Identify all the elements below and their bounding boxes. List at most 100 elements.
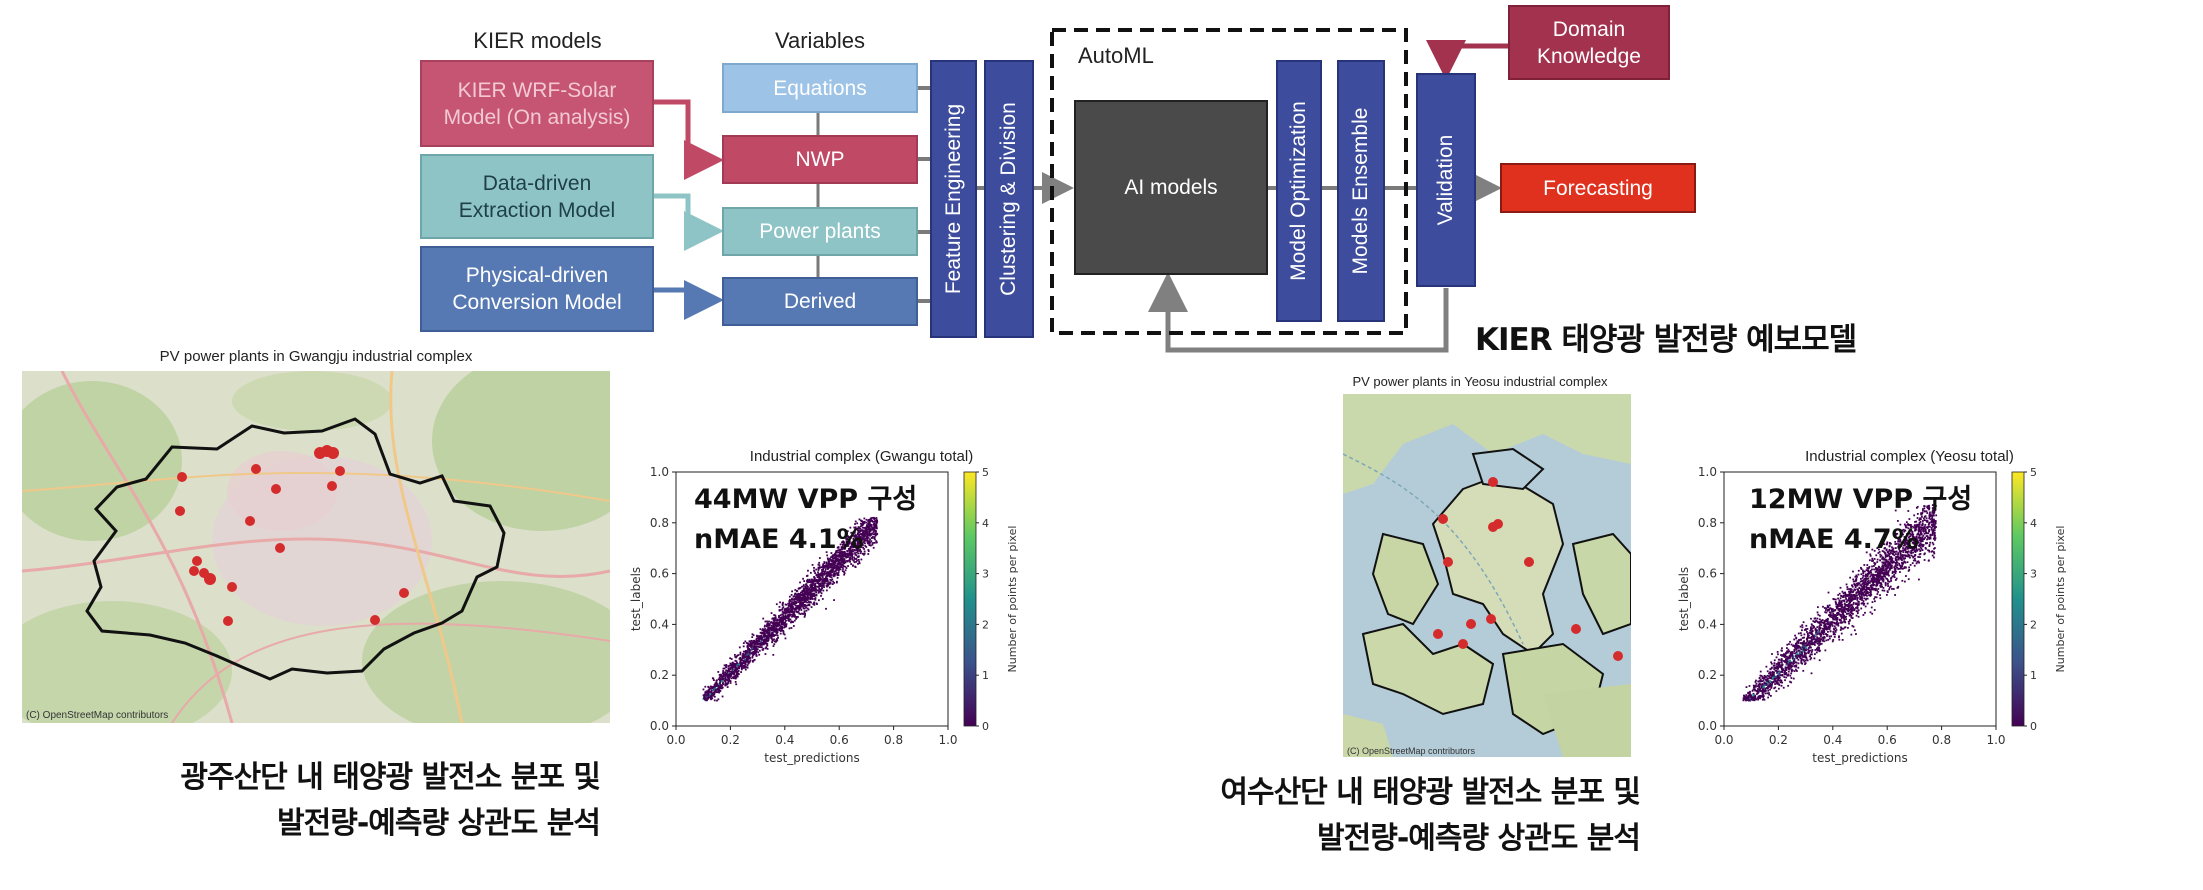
- gwangju-point: [800, 603, 803, 606]
- gwangju-point: [799, 603, 802, 606]
- yeosu-point: [1805, 656, 1808, 659]
- yeosu-point: [1893, 576, 1896, 579]
- gwangju-point: [841, 570, 844, 572]
- yeosu-point: [1907, 544, 1910, 547]
- gwangju-caption-line1: 광주산단 내 태양광 발전소 분포 및: [180, 760, 601, 795]
- gwangju-point: [810, 601, 812, 604]
- gwangju-point: [845, 567, 848, 569]
- yeosu-point: [1786, 657, 1789, 660]
- gwangju-point: [704, 685, 707, 688]
- gwangju-point: [778, 609, 781, 611]
- gwangju-point: [763, 625, 766, 628]
- yeosu-point: [1834, 627, 1837, 629]
- gwangju-point: [837, 554, 840, 557]
- yeosu-point: [1927, 507, 1929, 510]
- gwangju-point: [817, 575, 820, 578]
- gwangju-point: [721, 695, 724, 698]
- yeosu-point: [1862, 588, 1865, 591]
- yeosu-point: [1884, 562, 1887, 565]
- gwangju-point: [803, 604, 806, 606]
- yeosu-point: [1823, 607, 1826, 609]
- yeosu-point: [1850, 594, 1852, 597]
- yeosu-point: [1869, 554, 1872, 557]
- yeosu-point: [1899, 523, 1902, 526]
- yeosu-point: [1903, 544, 1905, 547]
- gwangju-point: [830, 559, 833, 562]
- gwangju-point: [722, 672, 725, 675]
- gwangju-point: [720, 675, 723, 678]
- yeosu-point: [1761, 692, 1764, 695]
- yeosu-point: [1792, 677, 1795, 680]
- yeosu-point: [1916, 517, 1919, 519]
- gwangju-capacity: 44MW VPP 구성: [694, 484, 918, 515]
- gwangju-point: [716, 687, 719, 690]
- gwangju-point: [736, 654, 739, 657]
- yeosu-point: [1811, 642, 1814, 644]
- yeosu-point: [1931, 504, 1934, 507]
- yeosu-point: [1769, 680, 1771, 683]
- gwangju-point: [843, 558, 845, 560]
- yeosu-point: [1851, 606, 1853, 609]
- yeosu-point: [1759, 679, 1762, 681]
- yeosu-point: [1849, 605, 1852, 607]
- gwangju-point: [830, 552, 833, 554]
- gwangju-point: [863, 548, 865, 550]
- yeosu-point: [1919, 526, 1922, 529]
- yeosu-point: [1913, 524, 1916, 527]
- yeosu-point: [1864, 573, 1867, 576]
- gwangju-point: [802, 587, 805, 590]
- gwangju-point: [746, 657, 749, 659]
- gwangju-point: [721, 684, 724, 687]
- yeosu-point: [1849, 611, 1852, 613]
- yeosu-point: [1895, 556, 1898, 559]
- yeosu-point: [1837, 611, 1840, 614]
- yeosu-point: [1918, 523, 1921, 526]
- yeosu-point: [1770, 685, 1773, 688]
- gwangju-point: [705, 699, 707, 701]
- gwangju-point: [726, 686, 729, 688]
- yeosu-point: [1901, 549, 1904, 552]
- gwangju-point: [856, 547, 858, 550]
- yeosu-point: [1820, 621, 1823, 624]
- gwangju-point: [712, 691, 715, 694]
- yeosu-point: [1846, 605, 1849, 608]
- gwangju-point: [758, 638, 761, 641]
- gwangju-point: [726, 679, 729, 681]
- yeosu-point: [1928, 543, 1931, 546]
- yeosu-point: [1775, 672, 1778, 674]
- yeosu-point: [1834, 622, 1837, 625]
- yeosu-point: [1861, 585, 1863, 588]
- gwangju-point: [850, 552, 853, 555]
- yeosu-point: [1869, 569, 1872, 572]
- yeosu-point: [1863, 582, 1866, 585]
- yeosu-point: [1884, 584, 1887, 587]
- gwangju-point: [821, 569, 824, 572]
- yeosu-point: [1927, 524, 1930, 526]
- gwangju-point: [846, 550, 849, 552]
- gwangju-point: [865, 531, 868, 534]
- gwangju-point: [783, 608, 786, 610]
- gwangju-point: [748, 640, 751, 643]
- gwangju-point: [781, 607, 784, 610]
- yeosu-point: [1807, 641, 1810, 644]
- gwangju-point: [823, 580, 826, 583]
- yeosu-point: [1934, 526, 1936, 529]
- yeosu-point: [1767, 677, 1770, 680]
- gwangju-point: [822, 563, 825, 566]
- gwangju-point: [837, 546, 840, 549]
- gwangju-point: [759, 637, 762, 640]
- yeosu-point: [1801, 626, 1804, 629]
- yeosu-point: [1795, 652, 1797, 655]
- yeosu-point: [1860, 593, 1862, 595]
- yeosu-point: [1826, 609, 1829, 612]
- yeosu-point: [1819, 632, 1821, 635]
- yeosu-point: [1853, 583, 1856, 586]
- gwangju-point: [776, 634, 779, 637]
- gwangju-point: [874, 520, 877, 522]
- yeosu-point: [1860, 584, 1862, 587]
- yeosu-point: [1816, 640, 1819, 642]
- gwangju-point: [854, 528, 857, 531]
- yeosu-point: [1796, 644, 1799, 647]
- gwangju-point: [742, 665, 744, 668]
- yeosu-point: [1865, 598, 1867, 601]
